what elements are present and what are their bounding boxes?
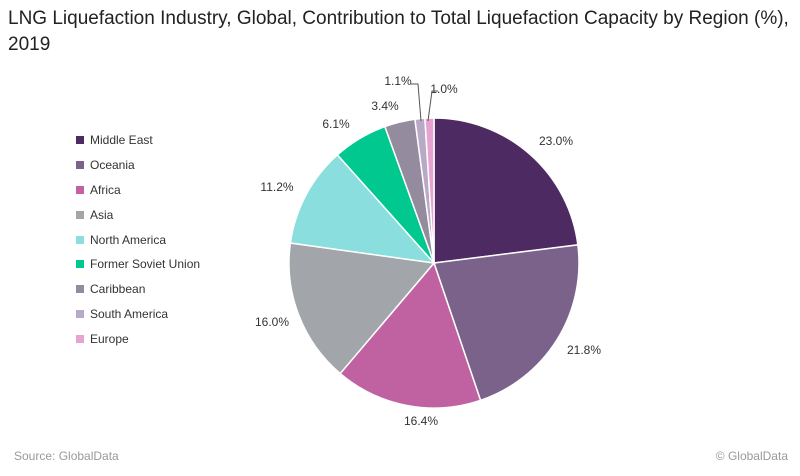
data-label: 16.0% <box>255 315 289 329</box>
data-label: 16.4% <box>404 414 438 428</box>
pie-slice-oceania <box>432 243 580 402</box>
legend-label: Africa <box>90 182 121 197</box>
legend-item: Caribbean <box>76 277 200 302</box>
legend-swatch <box>76 161 84 170</box>
pie-slice-north-america <box>289 153 436 265</box>
legend-item: Asia <box>76 202 200 227</box>
legend-item: Middle East <box>76 128 200 153</box>
pie-slice-africa <box>339 261 482 409</box>
chart-title: LNG Liquefaction Industry, Global, Contr… <box>8 8 789 55</box>
data-label: 3.4% <box>371 99 399 113</box>
legend-swatch <box>76 309 84 318</box>
legend-label: Former Soviet Union <box>90 257 201 272</box>
pie-slice-asia <box>288 242 436 375</box>
source-note: Source: GlobalData <box>14 449 119 463</box>
legend-swatch <box>76 136 84 145</box>
data-label: 6.1% <box>322 117 350 131</box>
legend-item: Former Soviet Union <box>76 252 200 277</box>
legend-swatch <box>76 185 84 194</box>
leader-line <box>411 83 422 122</box>
data-label: 1.1% <box>384 74 412 88</box>
legend-label: Oceania <box>90 158 135 173</box>
legend-swatch <box>76 334 84 343</box>
legend-swatch <box>76 210 84 219</box>
legend-item: Oceania <box>76 153 200 178</box>
legend-label: Middle East <box>90 133 153 148</box>
data-label: 23.0% <box>539 134 573 148</box>
legend-item: Africa <box>76 178 200 203</box>
pie-slice-europe <box>424 117 435 264</box>
data-label: 21.8% <box>567 343 601 357</box>
data-label: 1.0% <box>430 82 458 96</box>
legend-item: North America <box>76 227 200 252</box>
copyright-note: © GlobalData <box>715 449 788 463</box>
leader-line <box>427 90 438 122</box>
legend-label: South America <box>90 306 169 321</box>
legend-label: Asia <box>90 207 114 222</box>
legend-label: Europe <box>90 331 129 346</box>
legend-item: Europe <box>76 326 200 351</box>
data-label: 11.2% <box>260 180 293 194</box>
pie-slice-middle-east <box>433 117 579 264</box>
legend-label: North America <box>90 232 167 247</box>
legend-swatch <box>76 285 84 294</box>
legend-item: South America <box>76 302 200 327</box>
legend-swatch <box>76 235 84 244</box>
legend-label: Caribbean <box>90 282 146 297</box>
legend: Middle East Oceania Africa Asia North Americ… <box>76 128 200 351</box>
legend-swatch <box>76 260 84 269</box>
